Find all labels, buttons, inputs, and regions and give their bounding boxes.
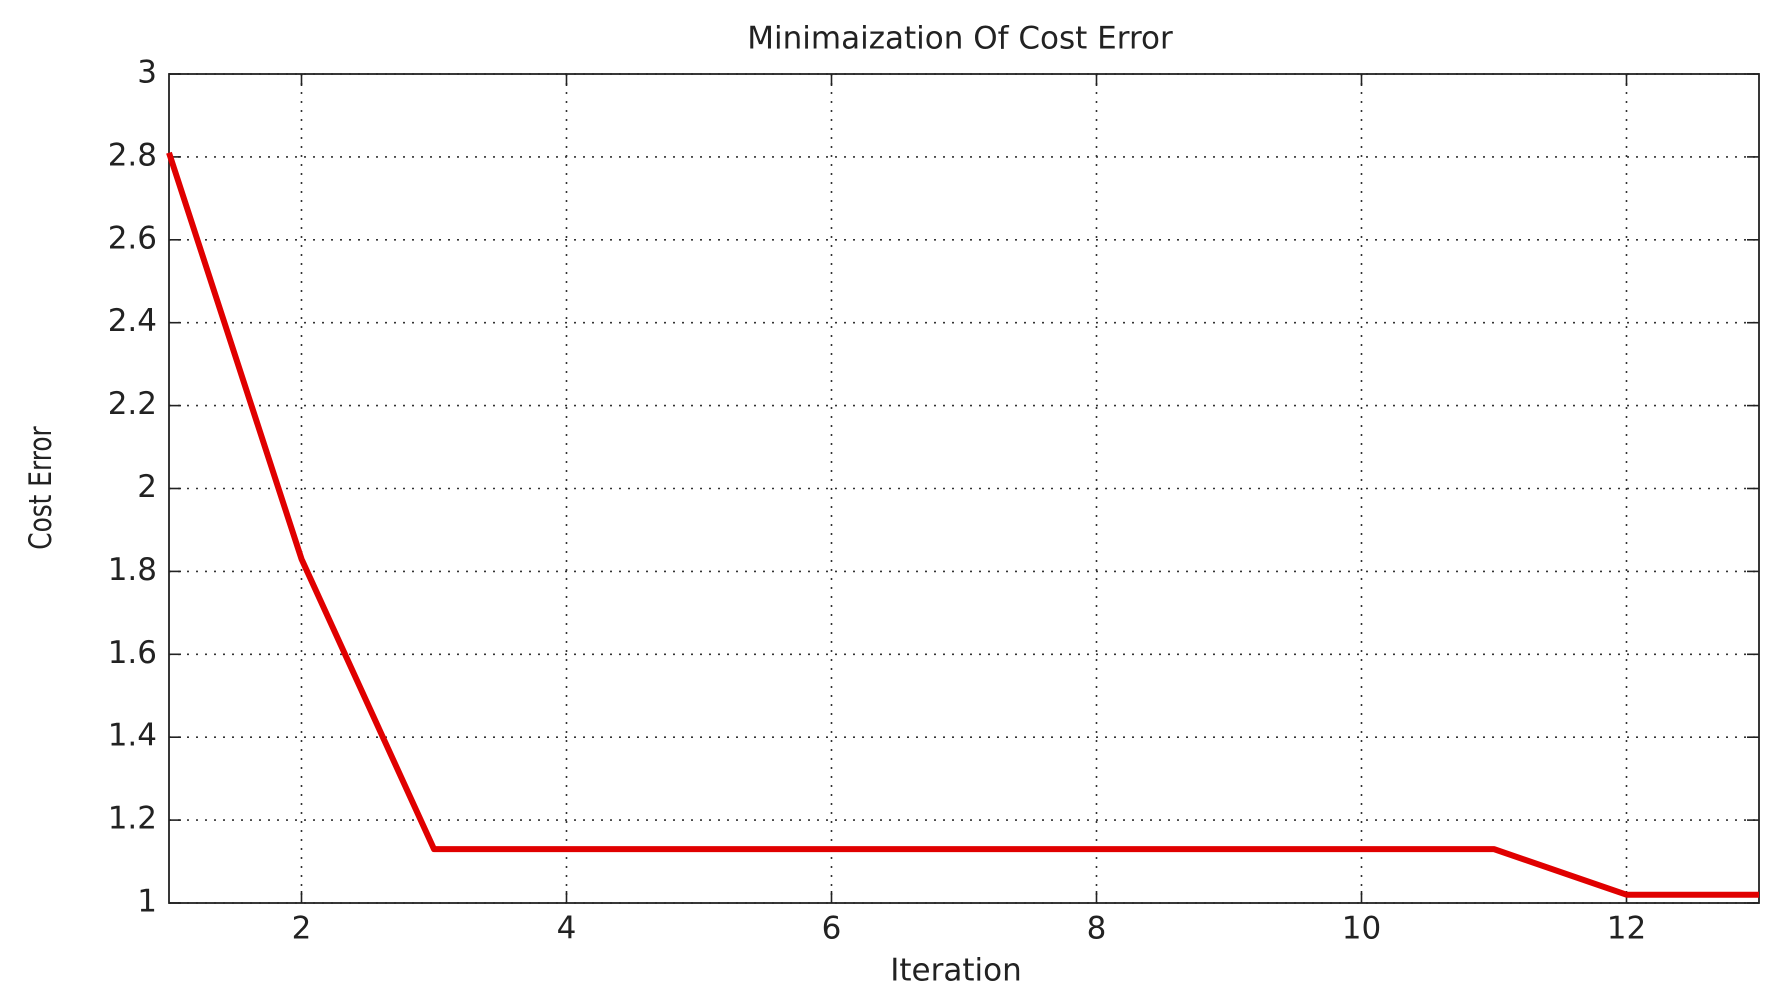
y-tick-label: 1.4	[108, 718, 157, 754]
x-tick-label: 6	[822, 911, 842, 947]
chart-title: Minimaization Of Cost Error	[747, 21, 1173, 57]
y-tick-label: 2.8	[108, 137, 157, 173]
y-tick-label: 3	[137, 55, 157, 91]
y-tick-label: 2.6	[108, 220, 157, 256]
x-tick-label: 4	[557, 911, 577, 947]
y-tick-label: 2.4	[108, 303, 157, 339]
y-tick-label: 1.6	[108, 635, 157, 671]
y-tick-label: 1	[137, 884, 157, 920]
data-line	[166, 151, 1759, 898]
x-tick-label: 8	[1087, 911, 1107, 947]
y-axis-label: Cost Error	[22, 426, 58, 550]
x-tick-label: 10	[1342, 911, 1381, 947]
y-tick-label: 1.2	[108, 801, 157, 837]
y-tick-label: 1.8	[108, 552, 157, 588]
x-tick-label: 12	[1607, 911, 1646, 947]
x-axis-label: Iteration	[890, 953, 1022, 989]
x-tick-label: 2	[292, 911, 312, 947]
y-tick-label: 2	[137, 469, 157, 505]
y-tick-label: 2.2	[108, 386, 157, 422]
plot-frame	[168, 73, 1760, 904]
